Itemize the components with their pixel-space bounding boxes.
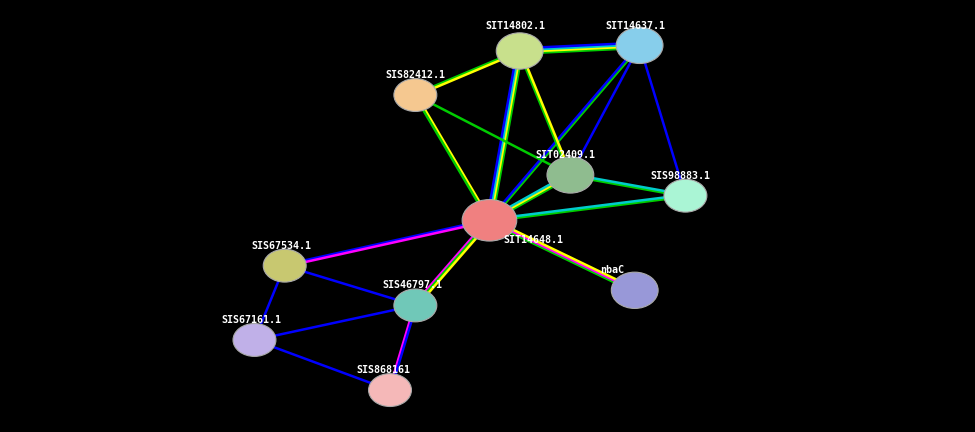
Ellipse shape [369,374,411,407]
Text: SIS868161: SIS868161 [357,365,410,375]
Ellipse shape [394,289,437,322]
Ellipse shape [394,79,437,111]
Text: SIS46797.1: SIS46797.1 [382,280,443,290]
Ellipse shape [611,272,658,308]
Text: SIS82412.1: SIS82412.1 [385,70,446,80]
Ellipse shape [263,249,306,282]
Text: SIT14637.1: SIT14637.1 [605,21,666,31]
Ellipse shape [616,27,663,64]
Text: SIT14802.1: SIT14802.1 [486,21,546,31]
Text: SIS98883.1: SIS98883.1 [650,171,711,181]
Ellipse shape [547,157,594,193]
Ellipse shape [462,200,517,241]
Ellipse shape [664,179,707,212]
Text: nbaC: nbaC [601,265,625,275]
Text: SIS67534.1: SIS67534.1 [252,241,312,251]
Ellipse shape [496,33,543,69]
Ellipse shape [233,324,276,356]
Text: SIT14648.1: SIT14648.1 [503,235,564,245]
Text: SIT02409.1: SIT02409.1 [535,150,596,160]
Text: SIS67161.1: SIS67161.1 [221,315,282,325]
